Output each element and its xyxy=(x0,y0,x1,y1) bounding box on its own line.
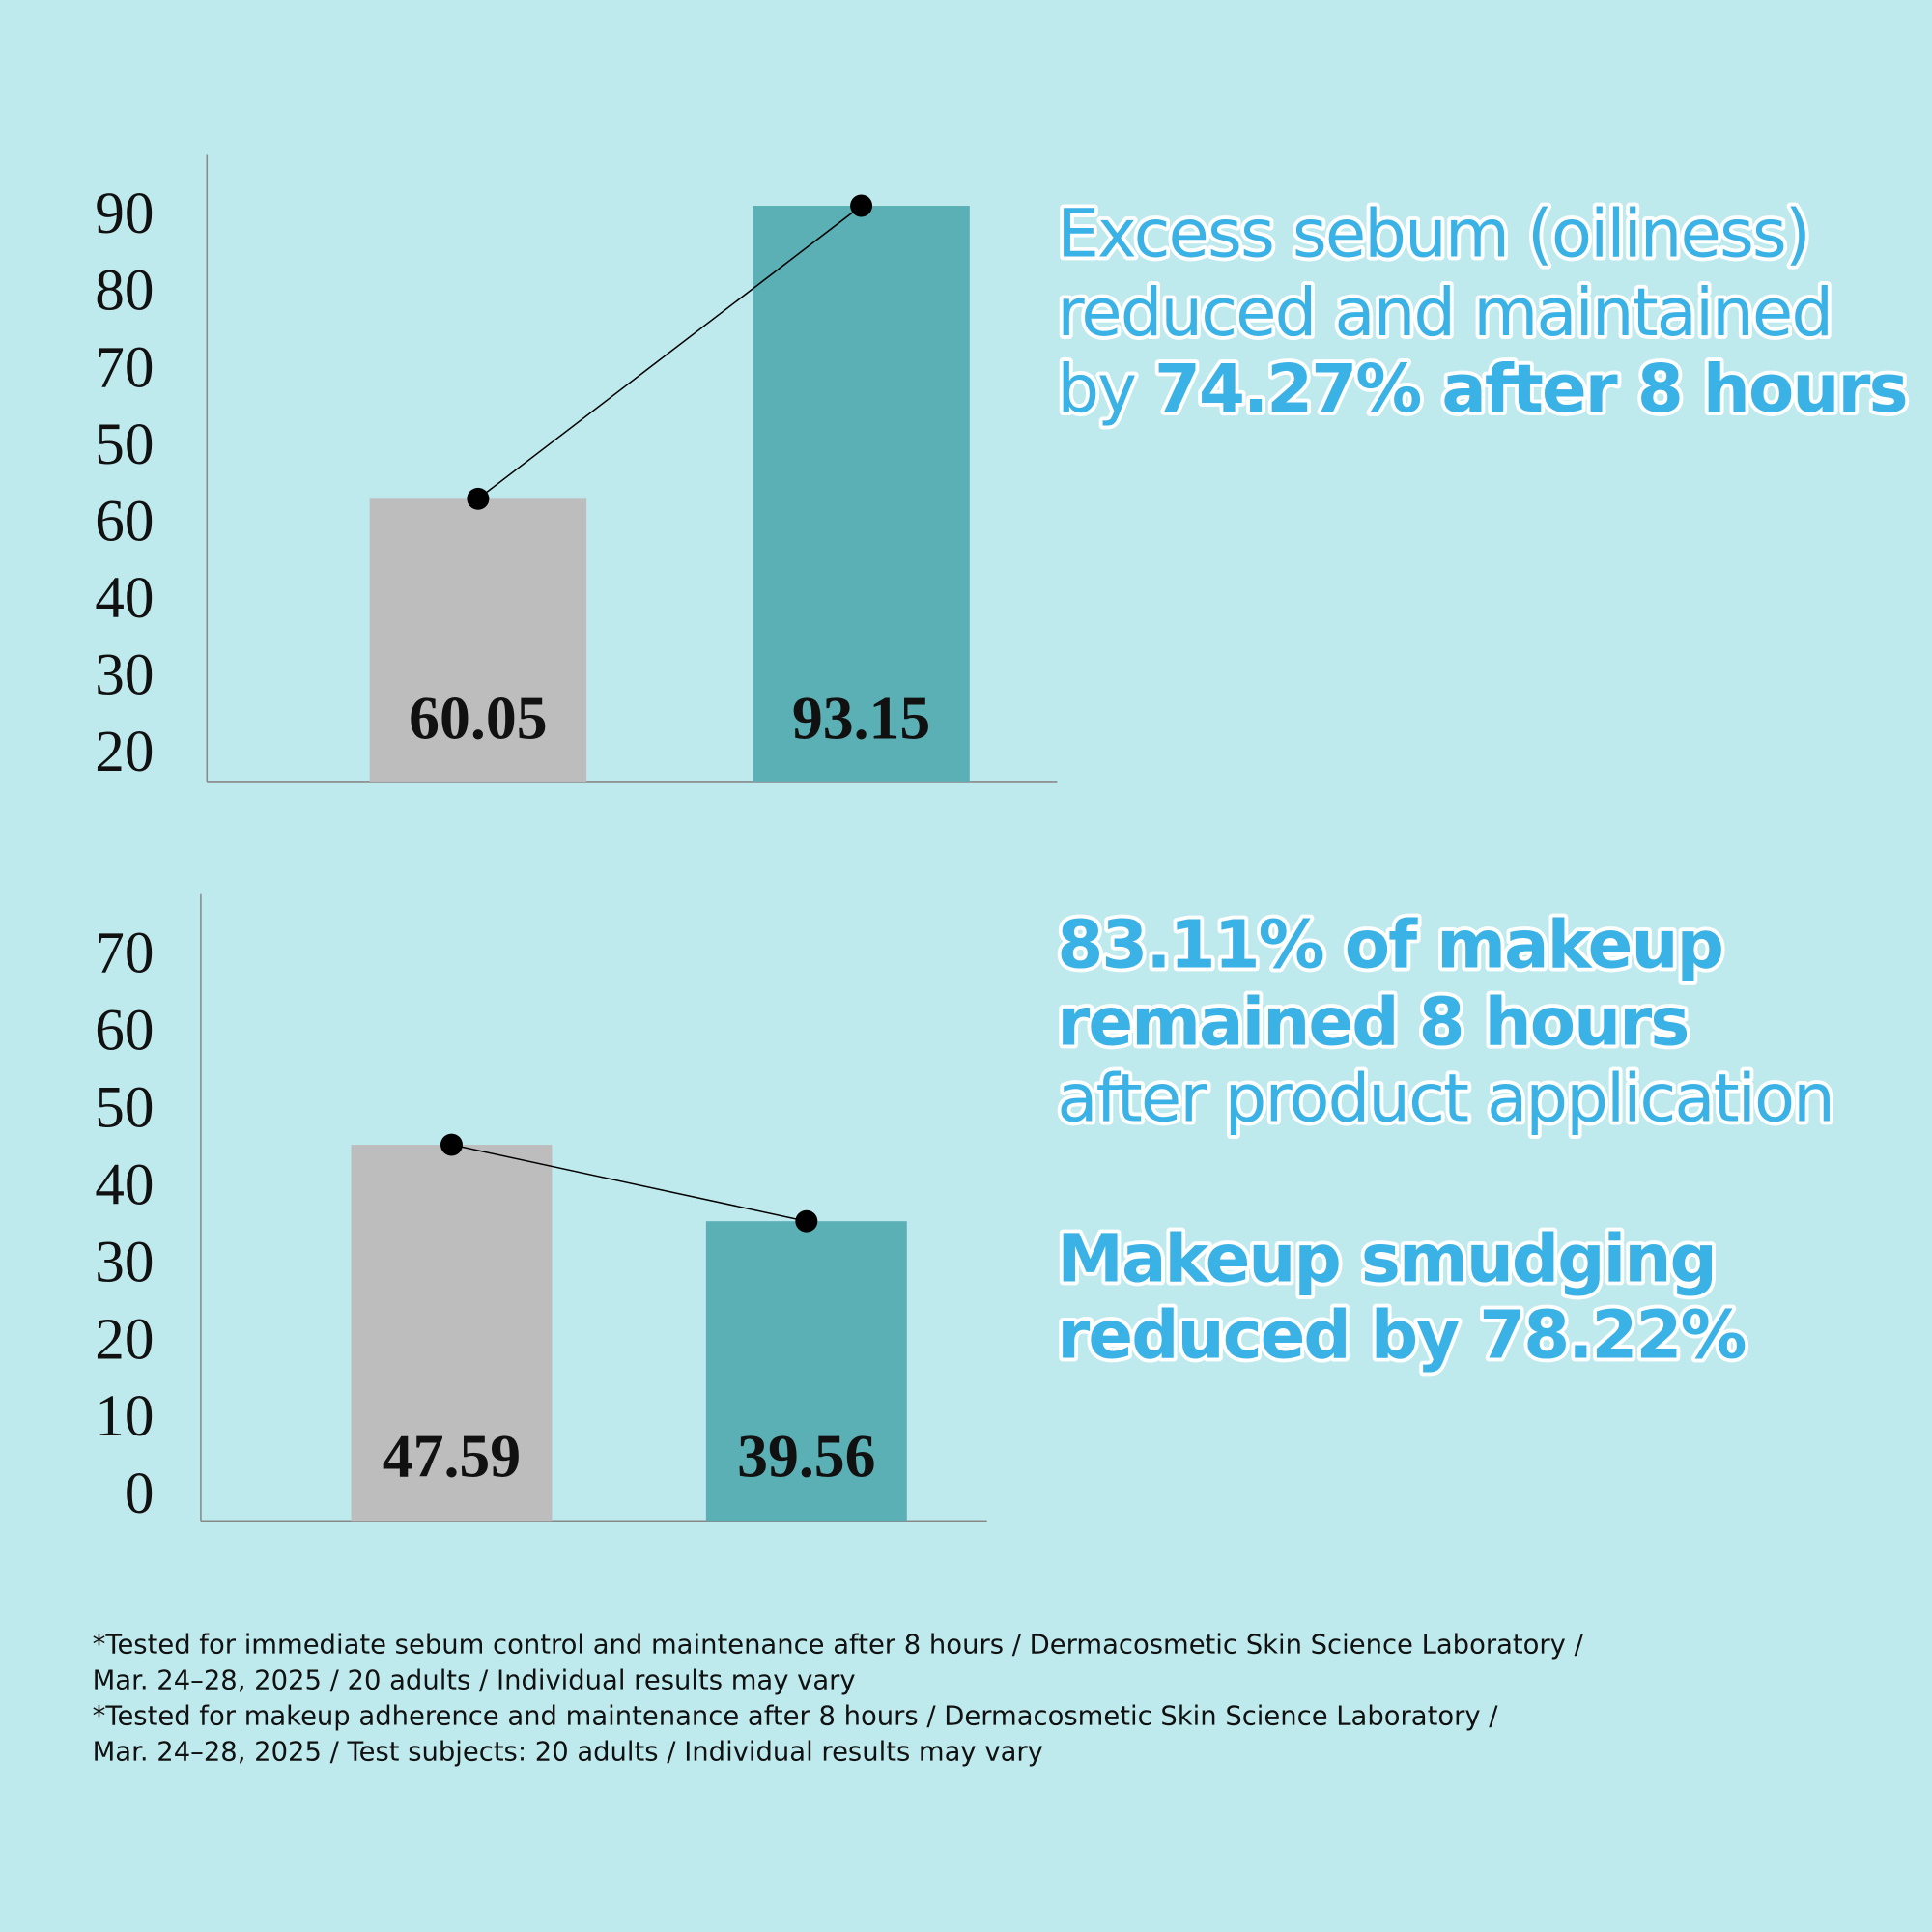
headline: reduced and maintained xyxy=(1057,274,1832,352)
headline: 83.11% of makeup xyxy=(1057,906,1722,983)
headline: Excess sebum (oiliness) xyxy=(1057,195,1808,272)
headline-segment: reduced by 78.22% xyxy=(1057,1297,1745,1375)
y-tick-label: 60 xyxy=(95,488,154,554)
y-tick-label: 0 xyxy=(125,1461,155,1526)
y-tick-label: 40 xyxy=(95,1151,154,1217)
value-label: 39.56 xyxy=(737,1422,875,1491)
y-tick-label: 70 xyxy=(95,920,154,985)
y-tick-label: 30 xyxy=(95,642,154,708)
y-tick-label: 50 xyxy=(95,412,154,477)
y-tick-label: 20 xyxy=(95,1306,154,1372)
headline: reduced by 78.22% xyxy=(1057,1297,1745,1375)
footnote: Mar. 24–28, 2025 / 20 adults / Individua… xyxy=(93,1666,856,1696)
headline-segment: remained 8 hours xyxy=(1057,984,1688,1062)
bar xyxy=(369,498,587,782)
y-tick-label: 50 xyxy=(95,1074,154,1140)
bar xyxy=(705,1221,907,1522)
headline-segment: Makeup smudging xyxy=(1057,1221,1715,1298)
headline-segment: reduced and maintained xyxy=(1057,274,1832,352)
y-tick-label: 90 xyxy=(95,181,154,246)
y-tick-label: 30 xyxy=(95,1229,154,1294)
trend-dot xyxy=(440,1133,463,1156)
trend-line xyxy=(477,205,863,499)
trend-dot xyxy=(795,1209,818,1233)
headline: by 74.27% after 8 hours xyxy=(1057,351,1906,428)
value-label: 93.15 xyxy=(792,684,930,753)
y-tick-label: 40 xyxy=(95,565,154,631)
value-label: 47.59 xyxy=(383,1422,521,1491)
y-tick-label: 20 xyxy=(95,719,154,784)
headline-segment: by xyxy=(1057,351,1154,428)
y-tick-label: 60 xyxy=(95,997,154,1063)
headline: remained 8 hours xyxy=(1057,984,1688,1062)
bar xyxy=(351,1145,553,1522)
trend-dot xyxy=(467,487,490,510)
headline-segment: 83.11% of makeup xyxy=(1057,906,1722,983)
y-tick-label: 70 xyxy=(95,334,154,400)
footnote: *Tested for immediate sebum control and … xyxy=(93,1631,1584,1661)
value-label: 60.05 xyxy=(409,684,547,753)
y-tick-label: 10 xyxy=(95,1383,154,1449)
y-tick-label: 80 xyxy=(95,258,154,324)
headline: after product application xyxy=(1057,1061,1833,1138)
trend-dot xyxy=(850,194,873,217)
bar xyxy=(753,206,970,782)
headline: Makeup smudging xyxy=(1057,1221,1715,1298)
headline-segment: after product application xyxy=(1057,1061,1833,1138)
footnote: Mar. 24–28, 2025 / Test subjects: 20 adu… xyxy=(93,1738,1043,1768)
trend-line xyxy=(451,1144,807,1222)
footnote: *Tested for makeup adherence and mainten… xyxy=(93,1702,1499,1732)
headline-segment: Excess sebum (oiliness) xyxy=(1057,195,1808,272)
headline-segment: 74.27% after 8 hours xyxy=(1154,351,1907,428)
